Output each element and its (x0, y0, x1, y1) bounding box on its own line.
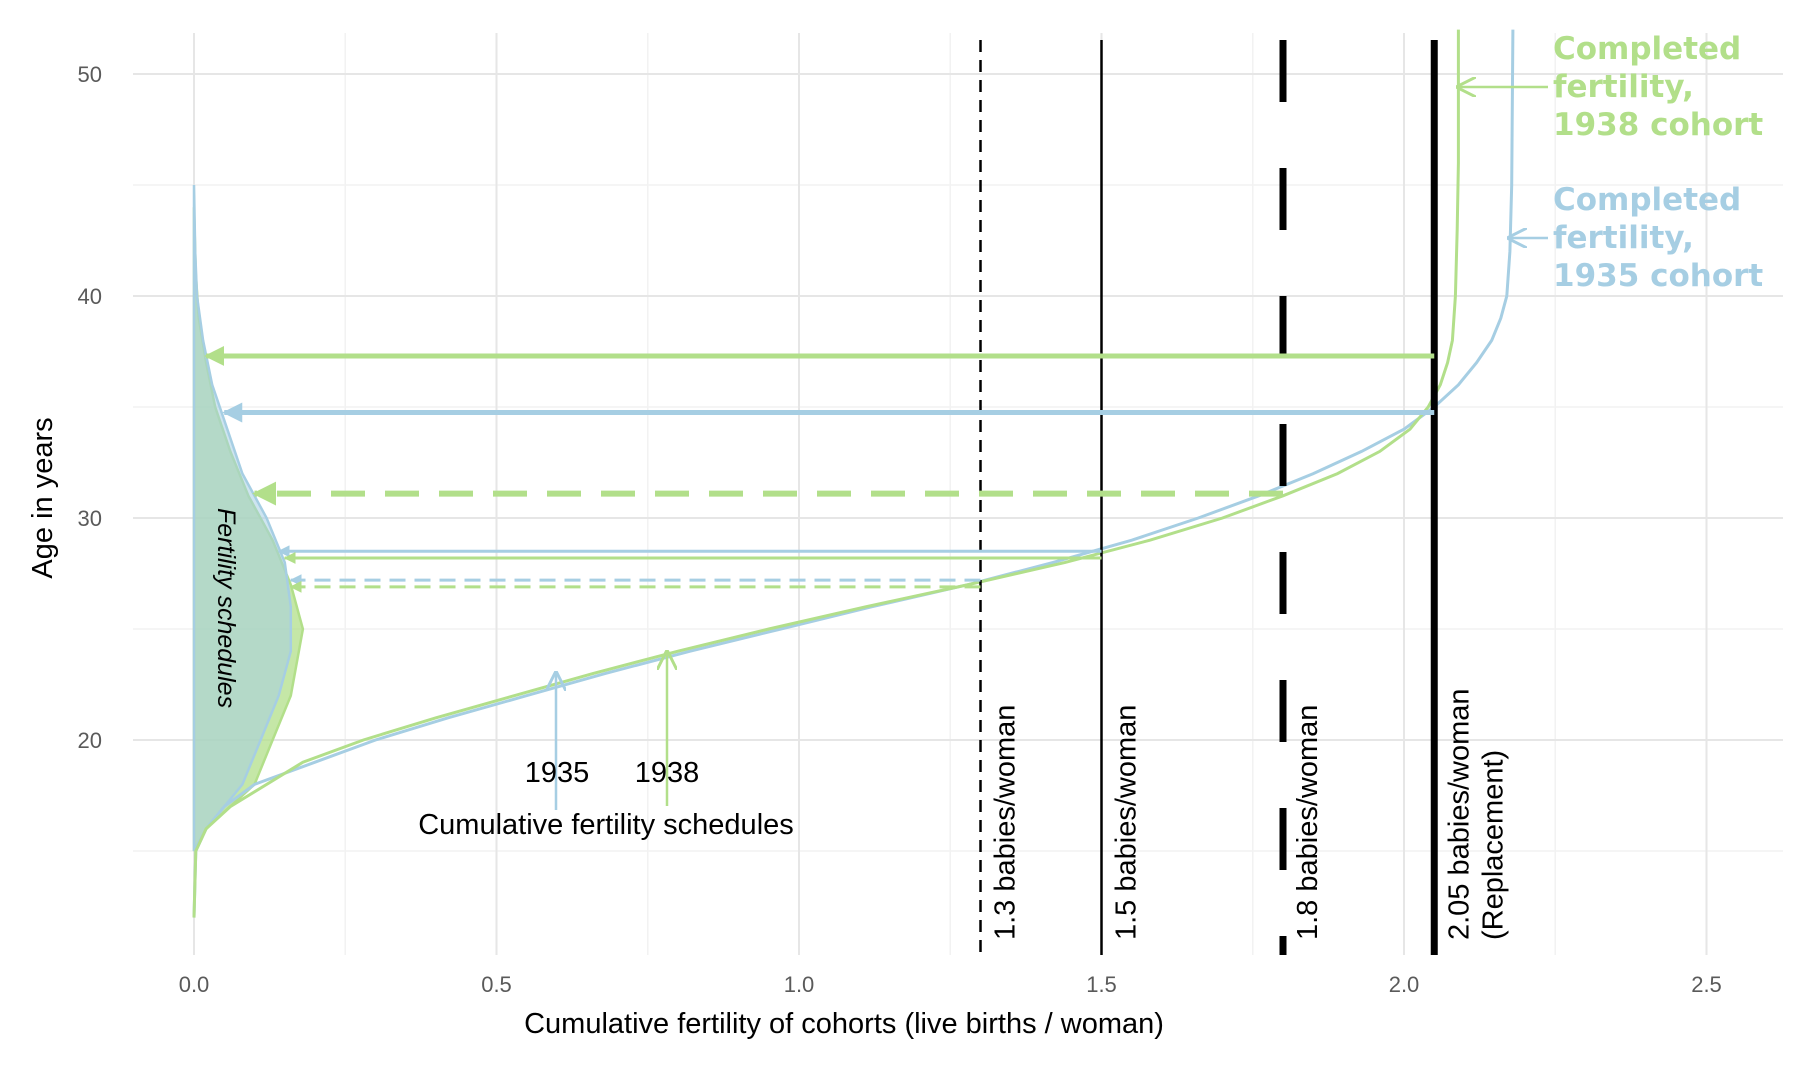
schedule-area-1935 (192, 184, 293, 852)
label-1938: 1938 (635, 757, 700, 789)
vline-label2-2.05: (Replacement) (1477, 750, 1509, 940)
x-tick-label: 2.5 (1691, 972, 1722, 997)
cumulative-schedules-label: Cumulative fertility schedules (418, 809, 794, 841)
vline-label-1.8: 1.8 babies/woman (1292, 705, 1324, 940)
fertility-schedules-label: Fertility schedules (212, 508, 240, 708)
completed-1938-line: 1938 cohort (1553, 107, 1763, 143)
vline-label-2.05: 2.05 babies/woman (1443, 689, 1475, 941)
age-arrow-lines (204, 345, 1435, 593)
completed-1935-line: 1935 cohort (1553, 258, 1763, 294)
y-axis-ticks: 20 30 40 50 (78, 62, 102, 753)
vline-label-1.5: 1.5 babies/woman (1111, 705, 1143, 940)
cumulative-curve-1938 (192, 29, 1460, 918)
x-tick-label: 1.0 (784, 972, 815, 997)
vline-label-1.3: 1.3 babies/woman (990, 705, 1022, 940)
annotations: Fertility schedules 1935 1938 Cumulative fe… (212, 31, 1763, 841)
completed-1938-line: fertility, (1553, 69, 1694, 105)
x-tick-label: 0.0 (179, 972, 210, 997)
completed-1935-line: Completed (1553, 182, 1741, 218)
x-tick-label: 2.0 (1389, 972, 1420, 997)
x-axis-title: Cumulative fertility of cohorts (live bi… (524, 1008, 1164, 1040)
y-axis-title: Age in years (27, 417, 59, 578)
label-1935: 1935 (525, 757, 590, 789)
y-tick-label: 20 (78, 728, 102, 753)
x-axis-ticks: 0.0 0.5 1.0 1.5 2.0 2.5 (179, 972, 1722, 997)
y-tick-label: 30 (78, 506, 102, 531)
grid-minor (133, 33, 1783, 955)
completed-1938-line: Completed (1553, 31, 1741, 67)
completed-1935-line: fertility, (1553, 220, 1694, 256)
reference-line-labels: 1.3 babies/woman 1.5 babies/woman 1.8 babi… (990, 689, 1510, 941)
reference-vertical-lines (979, 40, 1438, 955)
x-tick-label: 1.5 (1086, 972, 1117, 997)
x-tick-label: 0.5 (481, 972, 512, 997)
y-tick-label: 40 (78, 284, 102, 309)
y-tick-label: 50 (78, 62, 102, 87)
